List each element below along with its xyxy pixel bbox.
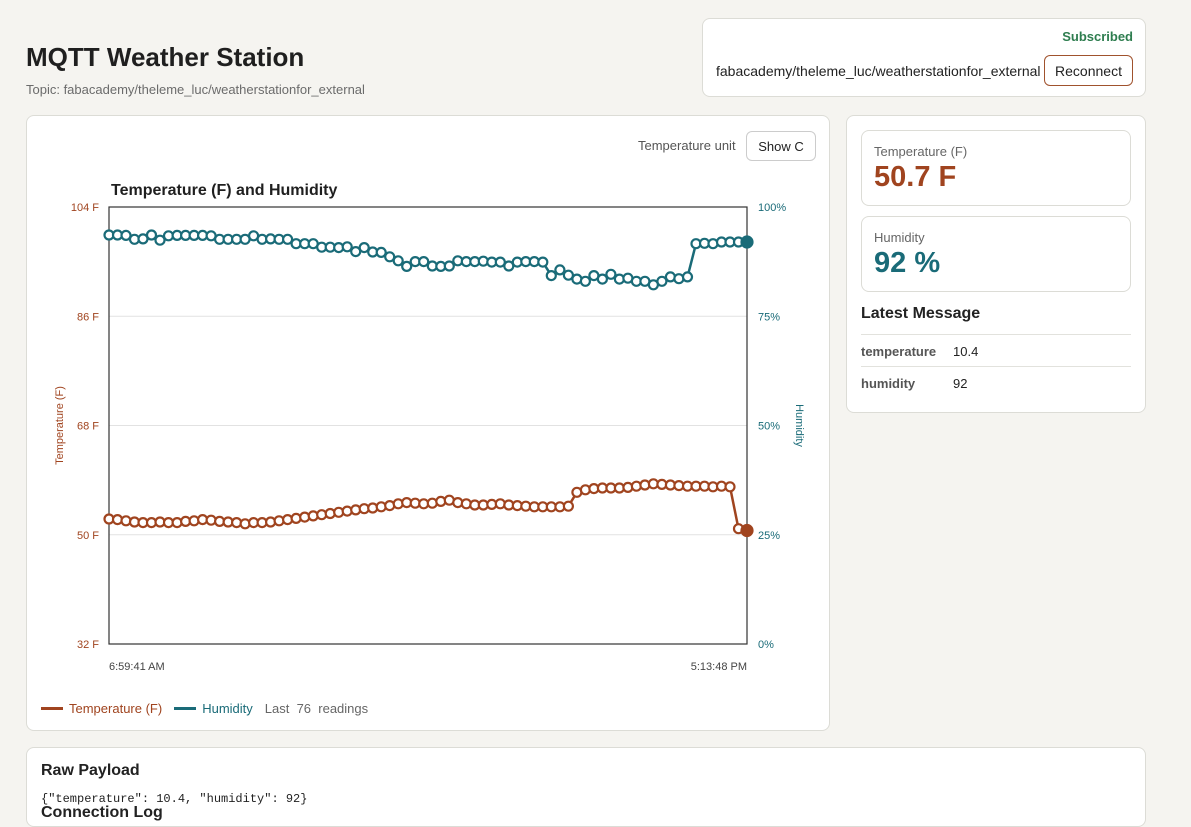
raw-payload-panel: Raw Payload {"temperature": 10.4, "humid… xyxy=(26,747,1146,827)
latest-value: 10.4 xyxy=(953,344,979,359)
y-right-tick-label: 100% xyxy=(758,202,786,214)
data-point-humidity xyxy=(443,260,455,272)
show-celsius-button[interactable]: Show C xyxy=(746,131,816,161)
reading-count: Last 76 readings xyxy=(264,701,369,716)
y-left-tick-label: 86 F xyxy=(77,311,99,323)
y-left-axis-label: Temperature (F) xyxy=(54,386,66,465)
subscribed-topic: fabacademy/theleme_luc/weatherstationfor… xyxy=(716,63,1041,79)
raw-payload-title: Raw Payload xyxy=(41,762,140,779)
chart-panel: Temperature unit Show C 104 F 100% 86 F 75%… xyxy=(26,115,830,731)
y-left-tick-label: 68 F xyxy=(77,421,99,433)
y-left-tick-label: 32 F xyxy=(77,639,99,651)
x-tick-label: 6:59:41 AM xyxy=(109,661,165,673)
data-point-temperature xyxy=(740,523,754,538)
chart-title: Temperature (F) and Humidity xyxy=(111,182,337,199)
humidity-metric-value: 92 % xyxy=(874,247,941,279)
latest-row-temperature: temperature 10.4 xyxy=(861,334,1131,367)
legend-temperature-label: Temperature (F) xyxy=(69,701,163,716)
data-point-humidity xyxy=(375,246,387,258)
data-point-humidity xyxy=(656,275,668,287)
latest-key: humidity xyxy=(861,376,916,391)
latest-value: 92 xyxy=(953,376,968,391)
humidity-metric-card: Humidity 92 % xyxy=(861,216,1131,292)
legend-humidity: Humidity xyxy=(174,701,253,716)
chart-legend: Temperature (F) Humidity Last 76 reading… xyxy=(41,701,368,716)
temperature-metric-label: Temperature (F) xyxy=(874,144,968,159)
data-point-humidity xyxy=(154,234,166,246)
x-tick-label: 5:13:48 PM xyxy=(691,661,747,673)
data-point-humidity xyxy=(350,246,362,258)
legend-humidity-label: Humidity xyxy=(202,701,253,716)
raw-payload-json: {"temperature": 10.4, "humidity": 92} xyxy=(41,792,308,806)
humidity-metric-label: Humidity xyxy=(874,230,925,245)
data-point-humidity xyxy=(596,273,609,285)
data-point-humidity xyxy=(673,273,685,285)
data-point-temperature xyxy=(290,512,302,524)
legend-temperature: Temperature (F) xyxy=(41,701,162,716)
y-right-tick-label: 0% xyxy=(758,639,774,651)
latest-key: temperature xyxy=(861,344,937,359)
page-title: MQTT Weather Station xyxy=(26,42,305,72)
temperature-unit-label: Temperature unit xyxy=(638,138,736,153)
data-point-humidity xyxy=(384,251,396,263)
data-point-humidity xyxy=(740,235,754,249)
data-point-humidity xyxy=(401,260,413,272)
data-point-humidity xyxy=(418,256,430,268)
y-right-tick-label: 75% xyxy=(758,311,780,323)
legend-temperature-swatch xyxy=(41,707,63,710)
y-right-tick-label: 25% xyxy=(758,530,780,542)
topic-subtitle: Topic: fabacademy/theleme_luc/weathersta… xyxy=(26,82,365,97)
data-point-humidity xyxy=(282,233,294,245)
reconnect-button[interactable]: Reconnect xyxy=(1044,55,1133,86)
data-point-humidity xyxy=(605,268,617,280)
y-left-tick-label: 104 F xyxy=(71,202,99,214)
latest-message-title: Latest Message xyxy=(861,305,981,322)
temperature-metric-card: Temperature (F) 50.7 F xyxy=(861,130,1131,206)
data-point-humidity xyxy=(358,242,370,254)
data-point-humidity xyxy=(145,229,158,241)
data-point-humidity xyxy=(545,270,557,282)
data-point-humidity xyxy=(681,271,694,283)
data-point-humidity xyxy=(579,275,592,287)
subscription-panel: Subscribed fabacademy/theleme_luc/weathe… xyxy=(702,18,1146,97)
plot-frame xyxy=(108,206,748,645)
y-left-tick-label: 50 F xyxy=(77,530,99,542)
connection-log-title: Connection Log xyxy=(41,804,163,821)
latest-row-humidity: humidity 92 xyxy=(861,366,1131,399)
data-point-humidity xyxy=(554,264,566,276)
data-point-temperature xyxy=(724,481,736,493)
data-point-humidity xyxy=(537,256,549,268)
y-right-tick-label: 50% xyxy=(758,421,780,433)
data-point-temperature xyxy=(562,500,575,512)
current-readings-panel: Temperature (F) 50.7 F Humidity 92 % Lat… xyxy=(846,115,1146,413)
weather-chart: 104 F 100% 86 F 75% 68 F 50% 50 F 25% 32 F 0% Temp… xyxy=(54,182,805,673)
temperature-metric-value: 50.7 F xyxy=(874,161,957,193)
subscription-status-badge: Subscribed xyxy=(1062,29,1133,44)
data-point-humidity xyxy=(392,255,404,267)
data-point-humidity xyxy=(341,241,353,253)
legend-humidity-swatch xyxy=(174,707,197,710)
y-right-axis-label: Humidity xyxy=(793,404,805,447)
